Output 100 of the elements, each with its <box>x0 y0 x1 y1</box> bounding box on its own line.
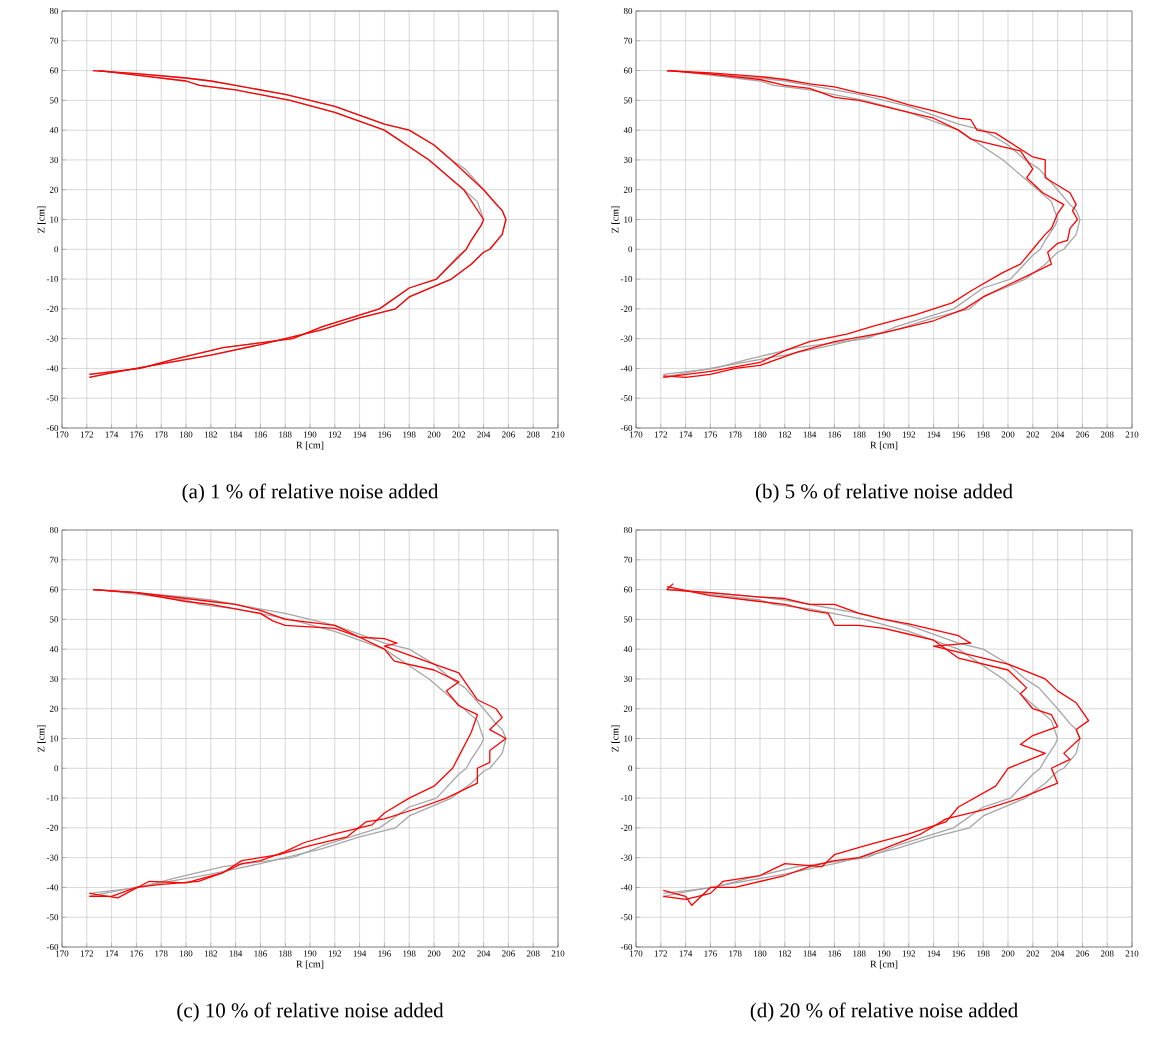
y-tick-label: -30 <box>620 335 633 342</box>
y-tick-label: 0 <box>54 246 59 253</box>
x-tick-label: 178 <box>155 950 168 957</box>
y-tick-label: 60 <box>49 586 59 593</box>
x-tick-label: 194 <box>927 950 941 957</box>
y-tick-label: -40 <box>620 884 633 891</box>
y-tick-label: -40 <box>46 365 59 372</box>
x-tick-label: 194 <box>353 950 367 957</box>
x-tick-label: 194 <box>353 431 367 438</box>
y-tick-label: -50 <box>620 914 633 921</box>
x-tick-label: 210 <box>1125 431 1139 438</box>
y-tick-label: -20 <box>620 824 633 831</box>
x-tick-label: 200 <box>427 950 441 957</box>
x-tick-label: 196 <box>952 431 965 438</box>
y-axis-title: Z [cm] <box>611 206 620 233</box>
y-tick-label: 40 <box>49 646 59 653</box>
x-tick-label: 182 <box>204 950 218 957</box>
x-axis-title: R [cm] <box>870 441 898 450</box>
y-tick-label: 20 <box>49 186 59 193</box>
y-tick-label: 30 <box>623 675 633 682</box>
x-tick-label: 182 <box>778 431 792 438</box>
x-axis-title: R [cm] <box>870 960 898 969</box>
x-tick-label: 186 <box>828 431 841 438</box>
y-tick-label: 20 <box>623 186 633 193</box>
x-tick-label: 184 <box>229 431 243 438</box>
y-tick-label: 50 <box>50 97 59 104</box>
x-axis-title: R [cm] <box>296 960 324 969</box>
y-tick-label: 30 <box>49 675 59 682</box>
y-tick-label: -20 <box>46 305 59 312</box>
x-tick-label: 210 <box>551 950 565 957</box>
y-tick-label: 40 <box>623 127 633 134</box>
x-tick-label: 178 <box>729 950 742 957</box>
y-tick-label: -40 <box>620 365 633 372</box>
x-tick-label: 204 <box>1051 431 1065 438</box>
x-tick-label: 210 <box>551 431 565 438</box>
text: (a) 1 % of relative noise added <box>182 483 439 503</box>
x-tick-label: 194 <box>927 431 941 438</box>
x-tick-label: 178 <box>729 431 742 438</box>
x-tick-label: 186 <box>254 950 267 957</box>
x-tick-label: 184 <box>803 950 817 957</box>
y-tick-label: -50 <box>46 395 59 402</box>
text: (c) 10 % of relative noise added <box>177 1002 444 1022</box>
x-tick-label: 172 <box>80 950 94 957</box>
y-axis-title: Z [cm] <box>37 725 46 752</box>
x-tick-label: 204 <box>477 431 491 438</box>
x-tick-label: 172 <box>654 431 668 438</box>
x-tick-label: 190 <box>878 950 891 957</box>
y-tick-label: 20 <box>49 705 59 712</box>
x-tick-label: 176 <box>704 950 717 957</box>
y-tick-label: 70 <box>624 556 633 563</box>
x-tick-label: 190 <box>878 431 891 438</box>
x-tick-label: 196 <box>378 431 391 438</box>
text: (d) 20 % of relative noise added <box>750 1002 1018 1022</box>
x-tick-label: 170 <box>630 431 643 438</box>
x-tick-label: 192 <box>902 431 916 438</box>
y-tick-label: -40 <box>46 884 59 891</box>
y-tick-label: 60 <box>623 586 633 593</box>
x-tick-label: 188 <box>853 950 866 957</box>
y-tick-label: 80 <box>49 526 59 534</box>
x-tick-label: 188 <box>279 950 292 957</box>
y-tick-label: -20 <box>620 305 633 312</box>
y-tick-label: 0 <box>54 765 59 772</box>
x-tick-label: 206 <box>1076 431 1089 438</box>
x-tick-label: 202 <box>1026 950 1040 957</box>
x-tick-label: 208 <box>526 431 540 438</box>
x-tick-label: 198 <box>403 431 416 438</box>
x-tick-label: 190 <box>304 431 317 438</box>
y-tick-label: 70 <box>50 37 59 44</box>
x-tick-label: 206 <box>1076 950 1089 957</box>
x-tick-label: 170 <box>56 950 69 957</box>
x-tick-label: 188 <box>853 431 866 438</box>
y-tick-label: -60 <box>46 943 59 951</box>
x-tick-label: 200 <box>1001 950 1015 957</box>
x-tick-label: 200 <box>427 431 441 438</box>
y-tick-label: -60 <box>620 943 633 951</box>
y-tick-label: 10 <box>50 735 59 742</box>
x-tick-label: 202 <box>452 950 466 957</box>
x-tick-label: 190 <box>304 950 317 957</box>
x-tick-label: 174 <box>679 431 693 438</box>
x-tick-label: 208 <box>1100 431 1114 438</box>
y-tick-label: -30 <box>620 854 633 861</box>
y-tick-label: -10 <box>620 276 633 283</box>
y-axis-title: Z [cm] <box>611 725 620 752</box>
x-tick-label: 192 <box>328 431 342 438</box>
y-tick-label: -10 <box>620 795 633 802</box>
x-tick-label: 176 <box>130 950 143 957</box>
x-tick-label: 208 <box>1100 950 1114 957</box>
y-tick-label: 30 <box>623 156 633 163</box>
x-tick-label: 192 <box>328 950 342 957</box>
y-tick-label: 70 <box>50 556 59 563</box>
y-tick-label: -20 <box>46 824 59 831</box>
y-tick-label: 80 <box>49 7 59 15</box>
x-tick-label: 198 <box>977 431 990 438</box>
y-tick-label: 10 <box>624 216 633 223</box>
x-tick-label: 180 <box>754 950 767 957</box>
x-tick-label: 174 <box>105 431 119 438</box>
y-tick-label: -60 <box>46 424 59 432</box>
y-tick-label: 60 <box>49 67 59 74</box>
x-tick-label: 184 <box>803 431 817 438</box>
x-tick-label: 198 <box>403 950 416 957</box>
